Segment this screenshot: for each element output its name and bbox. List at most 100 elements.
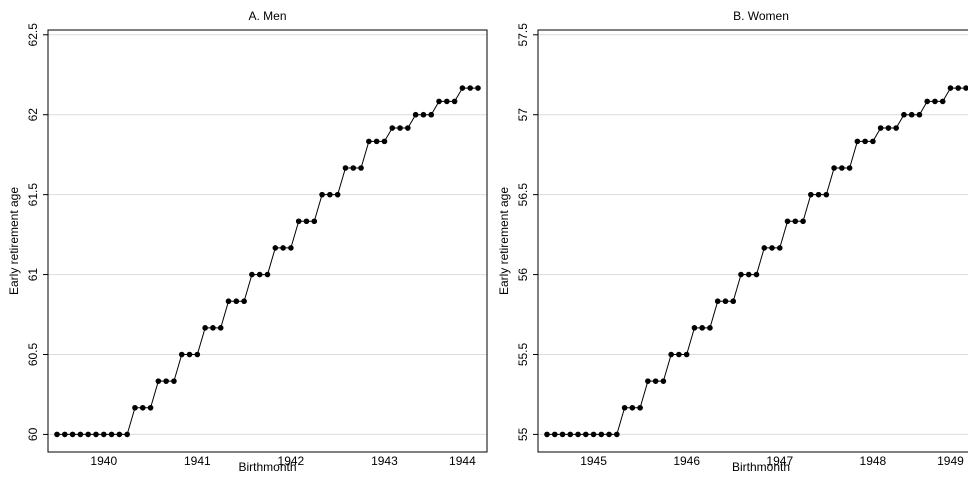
point [924, 98, 931, 105]
point [831, 165, 837, 171]
x-axis-label: Birthmonth [238, 460, 296, 474]
point [155, 378, 162, 384]
y-tick-label: 60 [26, 427, 40, 441]
point [459, 85, 466, 91]
point [738, 271, 744, 278]
point [621, 404, 628, 411]
point [116, 431, 123, 438]
point [699, 325, 705, 331]
point [963, 85, 968, 91]
point [85, 431, 91, 438]
point [327, 191, 333, 198]
x-tick-label: 1946 [673, 454, 700, 468]
x-tick-label: 1948 [860, 454, 887, 468]
point [295, 218, 302, 225]
point [652, 378, 659, 384]
point [551, 431, 558, 438]
point [225, 298, 232, 305]
y-axis-label: Early retirement age [7, 187, 21, 295]
point [714, 298, 721, 305]
panel-title: A. Men [248, 9, 286, 23]
point [389, 125, 396, 131]
point [280, 245, 286, 251]
point [776, 245, 783, 251]
y-tick-label: 61.5 [26, 183, 40, 207]
point [939, 98, 946, 105]
point [676, 351, 682, 358]
point [808, 191, 814, 198]
point [846, 165, 853, 171]
point [668, 351, 674, 358]
point [334, 191, 341, 198]
point [373, 138, 380, 145]
point [559, 431, 566, 438]
point [955, 85, 962, 91]
point [901, 111, 907, 118]
point [366, 138, 372, 145]
x-tick-label: 1940 [90, 454, 117, 468]
x-tick-label: 1949 [937, 454, 964, 468]
y-tick-label: 61 [26, 268, 40, 282]
point [614, 431, 620, 438]
point [598, 431, 605, 438]
point [761, 245, 768, 251]
y-tick-label: 57 [516, 108, 530, 122]
point [707, 325, 713, 331]
point [451, 98, 458, 105]
point [916, 111, 923, 118]
point [475, 85, 481, 91]
point [397, 125, 403, 131]
point [350, 165, 357, 171]
point [210, 325, 216, 331]
y-tick-label: 62 [26, 108, 40, 122]
point [730, 298, 737, 305]
point [217, 325, 224, 331]
point [194, 351, 201, 358]
point [870, 138, 876, 145]
point [467, 85, 474, 91]
point [405, 125, 411, 131]
point [575, 431, 581, 438]
panel-title: B. Women [733, 9, 789, 23]
x-axis-label: Birthmonth [732, 460, 790, 474]
point [691, 325, 698, 331]
point [683, 351, 690, 358]
point [590, 431, 597, 438]
point [272, 245, 279, 251]
y-tick-label: 56.5 [516, 183, 530, 207]
point [792, 218, 799, 225]
point [100, 431, 107, 438]
point [769, 245, 775, 251]
point [908, 111, 915, 118]
series-line [57, 87, 478, 435]
point [784, 218, 791, 225]
point [893, 125, 899, 131]
point [108, 431, 115, 438]
point [823, 191, 830, 198]
point [606, 431, 612, 438]
point [249, 271, 255, 278]
point [124, 431, 130, 438]
point [186, 351, 193, 358]
y-tick-label: 60.5 [26, 342, 40, 366]
point [660, 378, 667, 384]
x-tick-label: 1942 [278, 454, 305, 468]
point [885, 125, 892, 131]
y-tick-label: 57.5 [516, 23, 530, 47]
point [147, 404, 154, 411]
x-tick-label: 1941 [184, 454, 211, 468]
point [264, 271, 271, 278]
point [862, 138, 868, 145]
plot-frame [47, 29, 488, 453]
point [319, 191, 325, 198]
point [61, 431, 68, 438]
point [815, 191, 822, 198]
y-tick-label: 55.5 [516, 342, 530, 366]
point [436, 98, 442, 105]
point [722, 298, 729, 305]
y-axis-label: Early retirement age [497, 187, 511, 295]
point [77, 431, 84, 438]
point [132, 404, 138, 411]
point [637, 404, 643, 411]
